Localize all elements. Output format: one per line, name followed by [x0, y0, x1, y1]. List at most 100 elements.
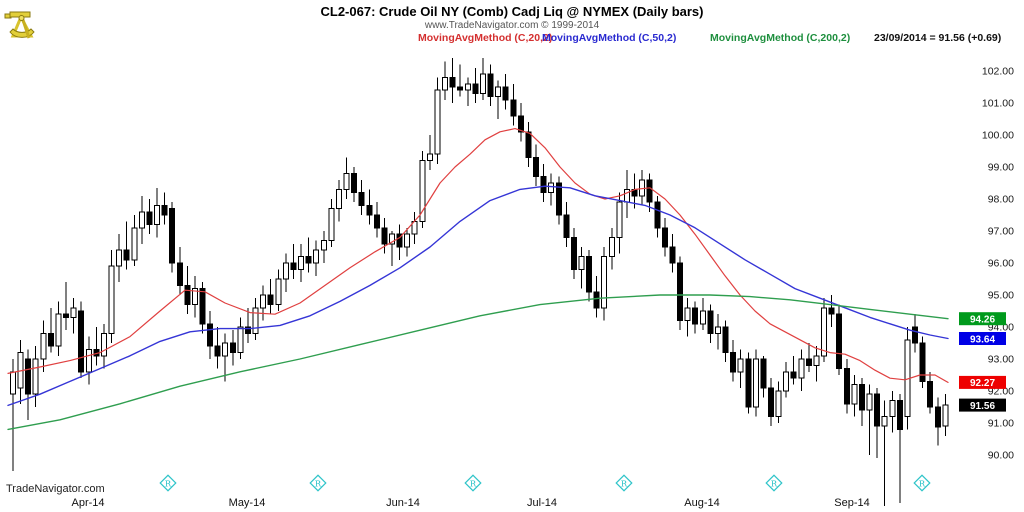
roll-marker-icon[interactable]: R	[464, 474, 482, 492]
candle-body	[10, 371, 16, 395]
candle-body	[859, 384, 865, 411]
candle-body	[70, 307, 77, 318]
candle-body	[730, 352, 737, 373]
candle-body	[586, 256, 593, 293]
ma-value-badge: 92.27	[959, 375, 1006, 389]
svg-text:R: R	[470, 480, 477, 490]
candle-body	[434, 89, 441, 155]
svg-text:92.27: 92.27	[970, 378, 995, 389]
candle-body	[275, 278, 282, 306]
candle-body	[381, 227, 388, 245]
svg-text:R: R	[919, 480, 926, 490]
candle-body	[85, 348, 92, 373]
candle-body	[108, 265, 115, 334]
candle-body	[457, 86, 464, 91]
candle-body	[692, 307, 699, 325]
candle-body	[654, 201, 661, 229]
candle-body	[805, 358, 812, 366]
candle-body	[722, 326, 729, 354]
x-axis-month-label: Aug-14	[684, 497, 719, 509]
svg-text:R: R	[165, 480, 172, 490]
candle-body	[540, 176, 547, 194]
y-axis-tick: 98.00	[988, 194, 1014, 206]
candle-body	[896, 400, 903, 430]
candle-body	[396, 233, 403, 248]
candle-body	[593, 291, 600, 309]
roll-marker-icon[interactable]: R	[159, 474, 177, 492]
candle-body	[176, 262, 183, 286]
candle-body	[245, 326, 251, 334]
svg-text:91.56: 91.56	[970, 401, 995, 412]
candle-body	[684, 307, 691, 322]
x-axis-month-label: May-14	[229, 497, 266, 509]
y-axis-tick: 97.00	[988, 226, 1014, 238]
candle-body	[101, 332, 107, 357]
candle-body	[169, 208, 176, 264]
candle-body	[328, 208, 335, 242]
candle-body	[373, 214, 380, 229]
candle-body	[298, 256, 304, 270]
y-axis-tick: 95.00	[988, 290, 1014, 302]
legend-ma200[interactable]: MovingAvgMethod (C,200,2)	[710, 32, 851, 44]
candles	[10, 58, 949, 507]
candle-body	[343, 172, 350, 190]
candle-body	[260, 294, 267, 309]
candle-body	[154, 204, 160, 226]
y-axis-tick: 102.00	[982, 66, 1014, 78]
candle-body	[889, 400, 896, 418]
candle-body	[63, 313, 70, 318]
candle-body	[912, 326, 918, 344]
y-axis-tick: 100.00	[982, 130, 1014, 142]
roll-marker-icon[interactable]: R	[913, 474, 931, 492]
candle-body	[138, 211, 145, 229]
candle-body	[366, 204, 373, 216]
candle-body	[351, 172, 358, 194]
x-axis-month-label: Jul-14	[527, 497, 557, 509]
candle-body	[222, 342, 229, 357]
candle-body	[752, 358, 759, 408]
legend-ma50[interactable]: MovingAvgMethod (C,50,2)	[542, 32, 677, 44]
candle-body	[775, 390, 782, 418]
candle-body	[783, 371, 790, 392]
candle-body	[131, 227, 138, 261]
roll-marker-icon[interactable]: R	[309, 474, 327, 492]
legend-ma20[interactable]: MovingAvgMethod (C,20,2)	[418, 32, 553, 44]
candle-body	[843, 368, 850, 405]
candle-body	[881, 416, 888, 427]
x-axis-month-label: Apr-14	[71, 497, 104, 509]
y-axis-tick: 90.00	[988, 450, 1014, 462]
ma-line-20[interactable]	[7, 128, 949, 383]
candle-body	[639, 179, 646, 197]
roll-marker-icon[interactable]: R	[765, 474, 783, 492]
candle-body	[502, 86, 509, 101]
ma-line-200[interactable]	[7, 294, 949, 431]
candle-body	[214, 345, 221, 357]
candle-body	[737, 358, 744, 373]
candle-body	[942, 404, 949, 427]
x-axis-month-label: Sep-14	[834, 497, 869, 509]
candle-body	[768, 387, 774, 418]
candle-body	[267, 294, 274, 306]
candle-body	[798, 358, 805, 379]
chart-subtitle: www.TradeNavigator.com © 1999-2014	[424, 20, 600, 31]
candle-body	[608, 236, 615, 258]
candle-body	[282, 262, 289, 280]
candle-body	[533, 156, 539, 178]
candle-body	[699, 310, 706, 325]
candle-body	[495, 86, 502, 98]
candle-body	[480, 73, 486, 94]
roll-marker-icon[interactable]: R	[615, 474, 633, 492]
candle-body	[207, 323, 214, 347]
y-axis-tick: 96.00	[988, 258, 1014, 270]
candle-body	[548, 182, 555, 194]
candle-body	[517, 115, 524, 133]
x-axis: Apr-14 May-14 Jun-14 Jul-14 Aug-14 Sep-14	[71, 497, 869, 509]
candle-body	[184, 284, 191, 306]
chart-title: CL2-067: Crude Oil NY (Comb) Cadj Liq @ …	[320, 4, 704, 19]
candle-body	[116, 249, 123, 267]
svg-text:93.64: 93.64	[970, 334, 995, 345]
candle-body	[624, 188, 630, 203]
ma-line-50[interactable]	[7, 185, 949, 407]
